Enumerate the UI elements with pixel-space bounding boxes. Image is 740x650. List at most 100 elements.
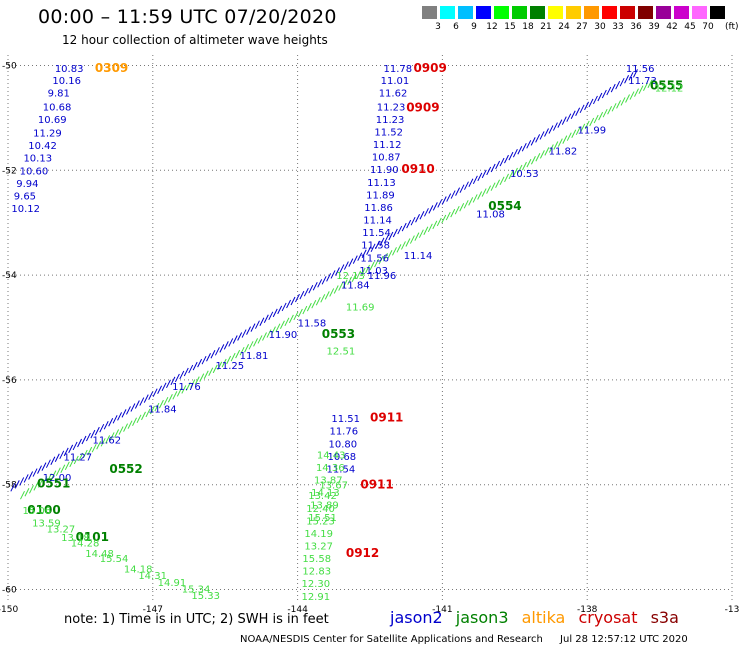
track-mark [130, 403, 136, 412]
data-point-label: 11.23 [376, 115, 405, 126]
track-mark [268, 311, 274, 321]
track-mark [593, 114, 599, 124]
track-mark [123, 423, 129, 432]
data-point-label: 11.56 [360, 253, 389, 264]
data-point-label: 11.62 [379, 89, 408, 100]
track-mark [136, 414, 142, 424]
track-mark [606, 86, 612, 96]
track-mark [87, 446, 93, 456]
track-mark [477, 191, 483, 200]
data-point-label: 11.99 [578, 125, 607, 136]
track-mark [50, 456, 56, 465]
track-mark [620, 97, 626, 106]
legend-item-s3a: s3a [650, 608, 679, 627]
track-mark [499, 176, 505, 186]
track-mark [517, 164, 523, 174]
page-subtitle: 12 hour collection of altimeter wave hei… [62, 33, 328, 47]
track-mark [279, 320, 285, 329]
data-point-label: 10.42 [28, 141, 57, 152]
track-mark [208, 367, 214, 377]
track-mark [163, 396, 169, 406]
data-point-label: 11.82 [549, 146, 578, 157]
data-point-label: 0909 [413, 61, 446, 75]
page-title: 00:00 – 11:59 UTC 07/20/2020 [38, 6, 337, 28]
track-mark [201, 355, 207, 365]
track-mark [311, 299, 317, 309]
track-mark [212, 364, 218, 374]
data-point-label: 12.30 [301, 579, 330, 590]
y-tick-label: -50 [2, 61, 17, 71]
track-mark [192, 361, 198, 371]
track-mark [588, 98, 594, 108]
data-point-label: 11.78 [384, 64, 413, 75]
track-mark [259, 317, 265, 326]
track-mark [441, 196, 447, 205]
track-mark [357, 252, 363, 261]
data-point-label: 13.87 [314, 475, 343, 486]
color-swatch [458, 6, 473, 19]
data-point-label: 14.18 [124, 565, 153, 576]
track-mark [145, 408, 151, 418]
track-mark [112, 415, 118, 424]
track-mark [239, 346, 245, 356]
track-mark [167, 394, 173, 403]
track-mark [468, 178, 474, 187]
data-point-label: 13.27 [47, 525, 76, 536]
track-mark [237, 332, 243, 341]
track-mark [223, 341, 229, 350]
track-mark [629, 91, 635, 100]
track-mark [103, 421, 109, 430]
track-mark [69, 458, 75, 468]
track-mark [232, 335, 238, 344]
track-mark [90, 429, 96, 439]
color-scale-tick-label: 12 [486, 22, 498, 32]
track-mark [472, 194, 478, 203]
data-point-label: 11.23 [377, 102, 406, 113]
data-point-label: 10.87 [372, 153, 401, 164]
legend-item-jason2: jason2 [390, 608, 443, 627]
track-mark [548, 144, 554, 153]
chart-tracks [10, 69, 653, 500]
track-mark [81, 435, 87, 445]
track-mark [365, 264, 371, 274]
track-mark [174, 373, 180, 383]
color-scale-unit: (ft) [725, 22, 739, 32]
data-point-label: 12.13 [336, 271, 365, 282]
track-mark [59, 450, 65, 460]
color-scale-tick-label: 27 [576, 22, 588, 32]
track-mark [607, 106, 613, 115]
data-point-label: 0551 [37, 477, 70, 491]
track-mark [24, 488, 30, 497]
data-point-label: 11.58 [361, 241, 390, 252]
track-mark [464, 181, 469, 190]
track-mark [414, 232, 420, 241]
data-point-label: 10.83 [55, 64, 84, 75]
track-mark [459, 203, 465, 212]
track-mark [64, 461, 70, 471]
color-swatch [638, 6, 653, 19]
data-point-label: 11.73 [628, 76, 657, 87]
track-mark [326, 273, 332, 282]
track-mark [277, 305, 283, 315]
color-scale-tick-label: 18 [522, 22, 534, 32]
track-mark [197, 358, 203, 368]
track-mark [246, 326, 251, 335]
data-point-label: 10.68 [43, 102, 72, 113]
data-point-label: 15.34 [182, 584, 211, 595]
track-mark [634, 88, 639, 97]
track-mark [490, 182, 496, 191]
track-mark [51, 470, 57, 479]
track-mark [91, 443, 97, 453]
footer-org: NOAA/NESDIS Center for Satellite Applica… [240, 634, 543, 645]
track-mark [584, 120, 590, 130]
data-point-label: 14.43 [317, 450, 346, 461]
data-point-label: 11.01 [381, 76, 410, 87]
track-mark [647, 79, 653, 89]
track-mark [28, 485, 34, 494]
y-tick-label: -60 [2, 586, 17, 596]
data-point-label: 11.86 [364, 203, 393, 214]
track-mark [188, 364, 194, 374]
track-mark [499, 157, 505, 167]
track-mark [619, 77, 625, 87]
color-swatch [710, 6, 725, 19]
